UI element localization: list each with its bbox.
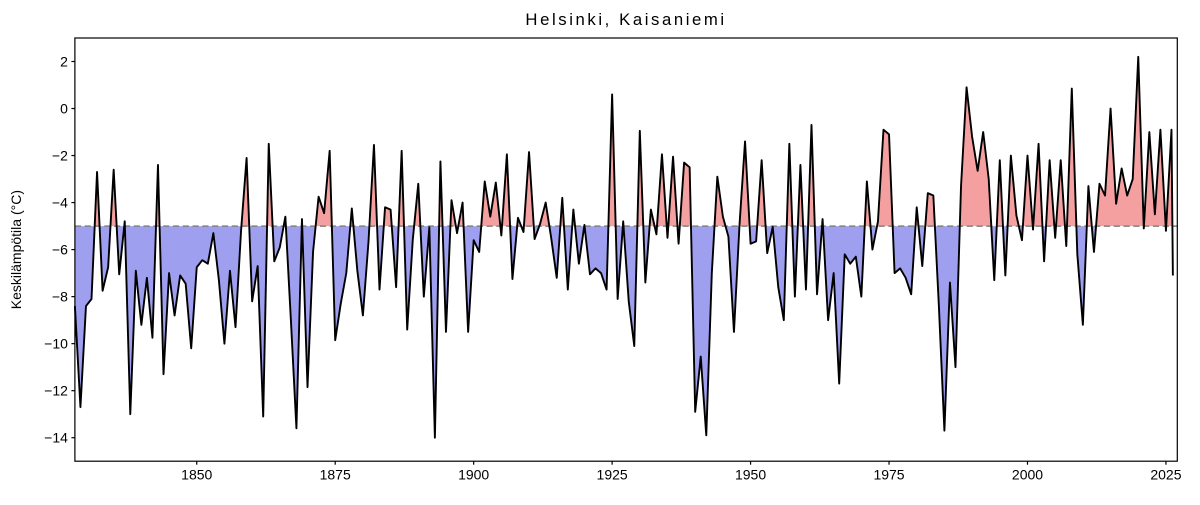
svg-text:1925: 1925 xyxy=(597,467,628,483)
svg-text:−6: −6 xyxy=(52,241,68,257)
svg-text:1975: 1975 xyxy=(873,467,904,483)
svg-text:2025: 2025 xyxy=(1150,467,1181,483)
svg-text:Helsinki, Kaisaniemi: Helsinki, Kaisaniemi xyxy=(525,10,726,29)
svg-text:2000: 2000 xyxy=(1012,467,1043,483)
svg-text:−8: −8 xyxy=(52,288,68,304)
svg-text:2: 2 xyxy=(60,53,68,69)
svg-text:−4: −4 xyxy=(52,194,68,210)
svg-text:1950: 1950 xyxy=(735,467,766,483)
svg-text:Keskilämpötila (°C): Keskilämpötila (°C) xyxy=(8,190,24,309)
svg-text:1900: 1900 xyxy=(458,467,489,483)
svg-text:−14: −14 xyxy=(44,430,68,446)
svg-text:−12: −12 xyxy=(44,382,68,398)
svg-text:−10: −10 xyxy=(44,335,68,351)
svg-text:−2: −2 xyxy=(52,147,68,163)
svg-text:1850: 1850 xyxy=(181,467,212,483)
svg-text:0: 0 xyxy=(60,100,68,116)
svg-text:1875: 1875 xyxy=(320,467,351,483)
